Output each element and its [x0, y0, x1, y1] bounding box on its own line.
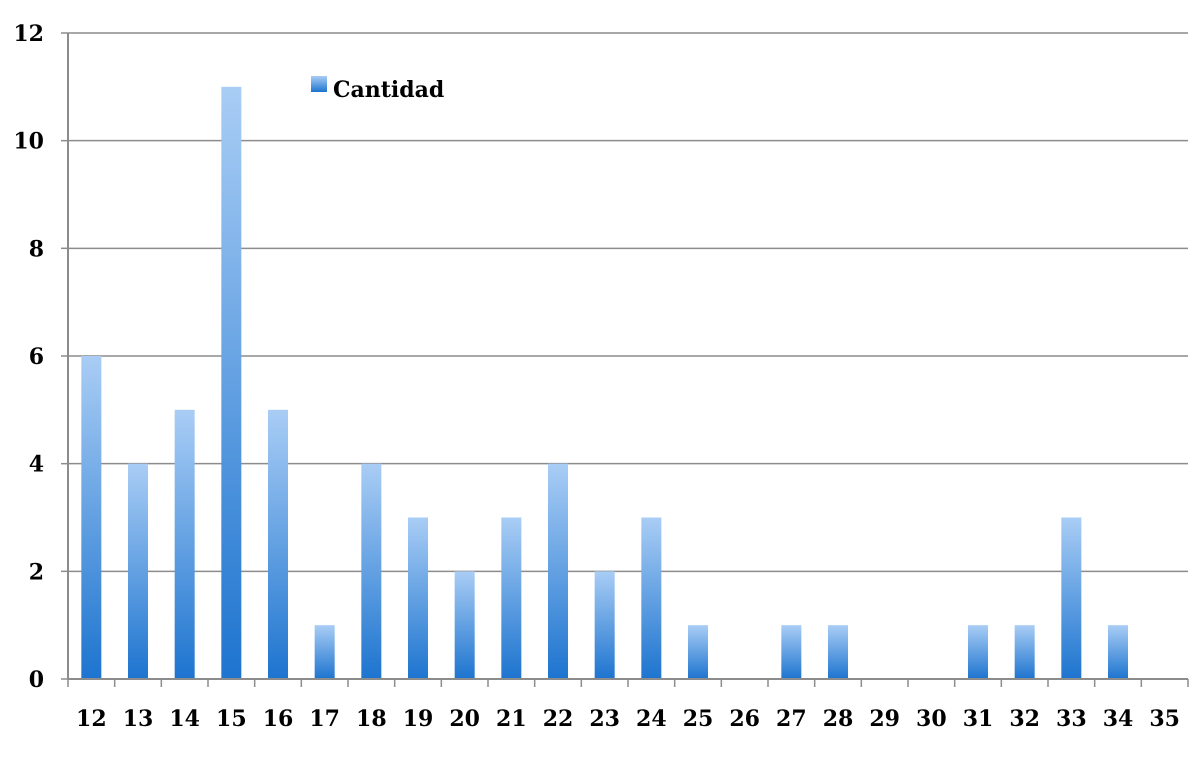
bar-23 — [594, 571, 615, 679]
y-tick-label: 4 — [29, 452, 44, 478]
y-tick-label: 2 — [29, 559, 44, 585]
bar-25 — [688, 625, 708, 679]
bar-33 — [1061, 517, 1082, 679]
bar-28 — [828, 625, 848, 679]
bar-24 — [641, 517, 662, 679]
x-tick-label: 33 — [1056, 706, 1087, 732]
x-tick-label: 21 — [496, 706, 527, 732]
legend-swatch — [311, 76, 327, 92]
bar-14 — [174, 409, 195, 679]
y-tick-label: 0 — [29, 667, 44, 693]
y-tick-label: 8 — [29, 236, 44, 262]
legend: Cantidad — [311, 76, 444, 103]
bar-32 — [1014, 625, 1035, 679]
bar-20 — [454, 571, 475, 679]
axes — [67, 33, 1189, 687]
x-tick-label: 18 — [356, 706, 387, 732]
x-tick-label: 22 — [543, 706, 574, 732]
bar-22 — [548, 463, 568, 679]
y-tick-label: 12 — [13, 21, 44, 47]
gridlines — [61, 32, 1188, 680]
x-tick-label: 14 — [169, 706, 200, 732]
bar-16 — [268, 409, 288, 679]
x-tick-label: 34 — [1103, 706, 1134, 732]
x-tick-label: 17 — [309, 706, 340, 732]
bar-19 — [408, 517, 428, 679]
bars — [81, 86, 1128, 680]
y-tick-label: 10 — [13, 129, 44, 155]
x-tick-label: 27 — [776, 706, 807, 732]
bar-17 — [314, 625, 335, 679]
x-tick-label: 12 — [76, 706, 107, 732]
x-tick-label: 35 — [1149, 706, 1180, 732]
x-tick-label: 15 — [216, 706, 247, 732]
y-tick-label: 6 — [29, 344, 44, 370]
x-tick-label: 30 — [916, 706, 947, 732]
y-tick-labels: 0 2 4 6 8 10 12 — [13, 21, 44, 693]
x-tick-label: 28 — [823, 706, 854, 732]
bar-34 — [1108, 625, 1128, 679]
x-tick-label: 29 — [869, 706, 900, 732]
bar-27 — [781, 625, 802, 679]
bar-18 — [361, 463, 382, 679]
x-tick-label: 31 — [963, 706, 994, 732]
x-tick-labels: 12 13 14 15 16 17 18 19 20 21 22 23 24 25 26 27 28 29 30 31… — [76, 706, 1180, 732]
x-tick-label: 20 — [449, 706, 480, 732]
legend-label-cantidad: Cantidad — [333, 77, 444, 103]
bar-12 — [81, 356, 102, 679]
x-tick-label: 13 — [123, 706, 154, 732]
x-tick-label: 26 — [729, 706, 760, 732]
bar-13 — [128, 463, 148, 679]
x-tick-label: 32 — [1009, 706, 1040, 732]
x-tick-label: 24 — [636, 706, 667, 732]
bar-21 — [501, 517, 522, 679]
x-tick-label: 25 — [683, 706, 714, 732]
bar-31 — [968, 625, 988, 679]
bar-15 — [221, 86, 242, 680]
x-tick-label: 23 — [589, 706, 620, 732]
x-tick-label: 19 — [403, 706, 434, 732]
x-tick-label: 16 — [263, 706, 294, 732]
